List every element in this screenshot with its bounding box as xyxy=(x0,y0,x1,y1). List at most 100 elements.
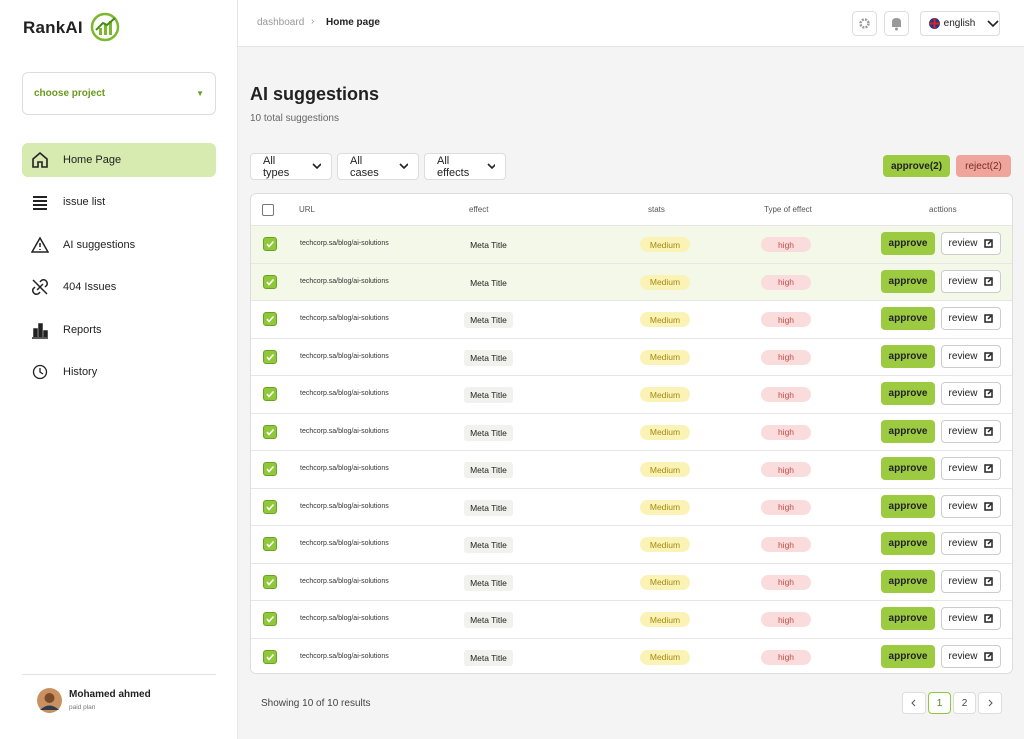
filter-dropdown[interactable]: All effects xyxy=(424,153,506,180)
page-button[interactable]: 1 xyxy=(928,692,951,714)
review-button[interactable]: review xyxy=(941,607,1001,630)
prev-page[interactable] xyxy=(902,692,926,714)
nav-item[interactable]: 404 Issues xyxy=(22,270,216,304)
chevron xyxy=(312,163,321,170)
chevron xyxy=(987,19,999,27)
row-checkbox[interactable] xyxy=(263,574,277,589)
review-button[interactable]: review xyxy=(941,269,1001,293)
nav-item[interactable]: Reports xyxy=(22,313,216,347)
url[interactable]: techcorp.sa/blog/ai-solutions xyxy=(300,277,389,285)
row-checkbox[interactable] xyxy=(263,612,277,626)
select-all-checkbox[interactable] xyxy=(262,204,274,216)
page-title: AI suggestions xyxy=(250,84,380,104)
external-icon xyxy=(984,389,994,398)
effect-tag: Meta Title xyxy=(464,387,513,403)
review-button[interactable]: review xyxy=(941,232,1001,255)
review-button[interactable]: review xyxy=(941,382,1001,405)
user-name: Mohamed ahmed xyxy=(69,689,151,700)
effect-tag: Meta Title xyxy=(464,612,513,628)
stats-tag: Medium xyxy=(640,312,690,327)
approve-button[interactable]: approve xyxy=(881,232,935,255)
approve-button[interactable]: approve xyxy=(881,269,935,293)
approve-button[interactable]: approve xyxy=(881,494,935,518)
row-checkbox[interactable] xyxy=(263,237,277,251)
approve-button[interactable]: approve xyxy=(881,382,935,405)
bulk-reject-button[interactable]: reject(2) xyxy=(956,155,1011,177)
language-label: english xyxy=(943,18,976,29)
nav-icon xyxy=(32,151,48,168)
url[interactable]: techcorp.sa/blog/ai-solutions xyxy=(300,240,389,247)
nav-item[interactable]: History xyxy=(22,355,216,389)
review-label: review xyxy=(948,500,978,512)
flag xyxy=(929,18,940,29)
row-checkbox[interactable] xyxy=(263,499,277,514)
approve-button[interactable]: approve xyxy=(881,569,935,593)
nav-item[interactable]: Home Page xyxy=(22,143,216,177)
url[interactable]: techcorp.sa/blog/ai-solutions xyxy=(300,615,389,622)
nav-item[interactable]: AI suggestions xyxy=(22,228,216,262)
approve-button[interactable]: approve xyxy=(881,532,935,555)
table-row: techcorp.sa/blog/ai-solutions Meta Title M… xyxy=(251,262,1012,300)
approve-button[interactable]: approve xyxy=(881,607,935,630)
stats-tag: Medium xyxy=(640,649,690,665)
url[interactable]: techcorp.sa/blog/ai-solutions xyxy=(300,427,389,435)
effect-tag: Meta Title xyxy=(464,537,513,553)
review-button[interactable]: review xyxy=(941,419,1001,443)
table-row: techcorp.sa/blog/ai-solutions Meta Title M… xyxy=(251,637,1012,673)
approve-button[interactable]: approve xyxy=(881,419,935,443)
review-button[interactable]: review xyxy=(941,457,1001,480)
row-checkbox[interactable] xyxy=(263,537,277,551)
approve-button[interactable]: approve xyxy=(881,344,935,368)
approve-button[interactable]: approve xyxy=(881,644,935,668)
url[interactable]: techcorp.sa/blog/ai-solutions xyxy=(300,390,389,397)
nav-label: Home Page xyxy=(63,154,122,166)
approve-button[interactable]: approve xyxy=(881,307,935,330)
nav-label: issue list xyxy=(63,196,106,209)
url[interactable]: techcorp.sa/blog/ai-solutions xyxy=(300,315,389,322)
review-button[interactable]: review xyxy=(941,569,1001,593)
breadcrumb-link[interactable]: dashboard xyxy=(257,17,305,28)
table-row: techcorp.sa/blog/ai-solutions Meta Title M… xyxy=(251,225,1012,263)
url[interactable]: techcorp.sa/blog/ai-solutions xyxy=(300,465,389,472)
row-checkbox[interactable] xyxy=(263,349,277,364)
url[interactable]: techcorp.sa/blog/ai-solutions xyxy=(300,540,389,547)
nav-item[interactable]: issue list xyxy=(22,185,216,219)
project-select[interactable]: choose project ▼ xyxy=(22,72,216,115)
url[interactable]: techcorp.sa/blog/ai-solutions xyxy=(300,352,389,360)
column-header: effect xyxy=(469,205,489,214)
bulk-approve-button[interactable]: approve(2) xyxy=(883,155,950,177)
url[interactable]: techcorp.sa/blog/ai-solutions xyxy=(300,577,389,585)
table-row: techcorp.sa/blog/ai-solutions Meta Title M… xyxy=(251,487,1012,525)
row-checkbox[interactable] xyxy=(263,649,277,664)
review-button[interactable]: review xyxy=(941,644,1001,668)
review-button[interactable]: review xyxy=(941,494,1001,518)
nav-icon xyxy=(32,322,48,339)
page-button[interactable]: 2 xyxy=(953,692,976,714)
review-button[interactable]: review xyxy=(941,532,1001,555)
review-label: review xyxy=(948,350,978,362)
settings-button[interactable] xyxy=(852,11,877,36)
url[interactable]: techcorp.sa/blog/ai-solutions xyxy=(300,652,389,660)
effect-type-tag: high xyxy=(761,462,811,477)
stats-tag: Medium xyxy=(640,462,690,477)
stats-tag: Medium xyxy=(640,612,690,627)
filter-dropdown[interactable]: All cases xyxy=(337,153,419,180)
column-header: URL xyxy=(299,205,316,214)
filter-dropdown[interactable]: All types xyxy=(250,153,332,180)
table-row: techcorp.sa/blog/ai-solutions Meta Title M… xyxy=(251,450,1012,488)
review-button[interactable]: review xyxy=(941,307,1001,330)
row-checkbox[interactable] xyxy=(263,312,277,326)
row-checkbox[interactable] xyxy=(263,462,277,476)
row-checkbox[interactable] xyxy=(263,387,277,401)
review-button[interactable]: review xyxy=(941,344,1001,368)
user-plan: paid plan xyxy=(69,704,96,711)
check xyxy=(266,540,275,548)
notifications-button[interactable] xyxy=(884,11,909,36)
url[interactable]: techcorp.sa/blog/ai-solutions xyxy=(300,502,389,510)
row-checkbox[interactable] xyxy=(263,424,277,439)
row-checkbox[interactable] xyxy=(263,274,277,289)
nav-icon xyxy=(32,364,48,380)
next-page[interactable] xyxy=(978,692,1002,714)
approve-button[interactable]: approve xyxy=(881,457,935,480)
language-select[interactable]: english xyxy=(920,11,1000,36)
